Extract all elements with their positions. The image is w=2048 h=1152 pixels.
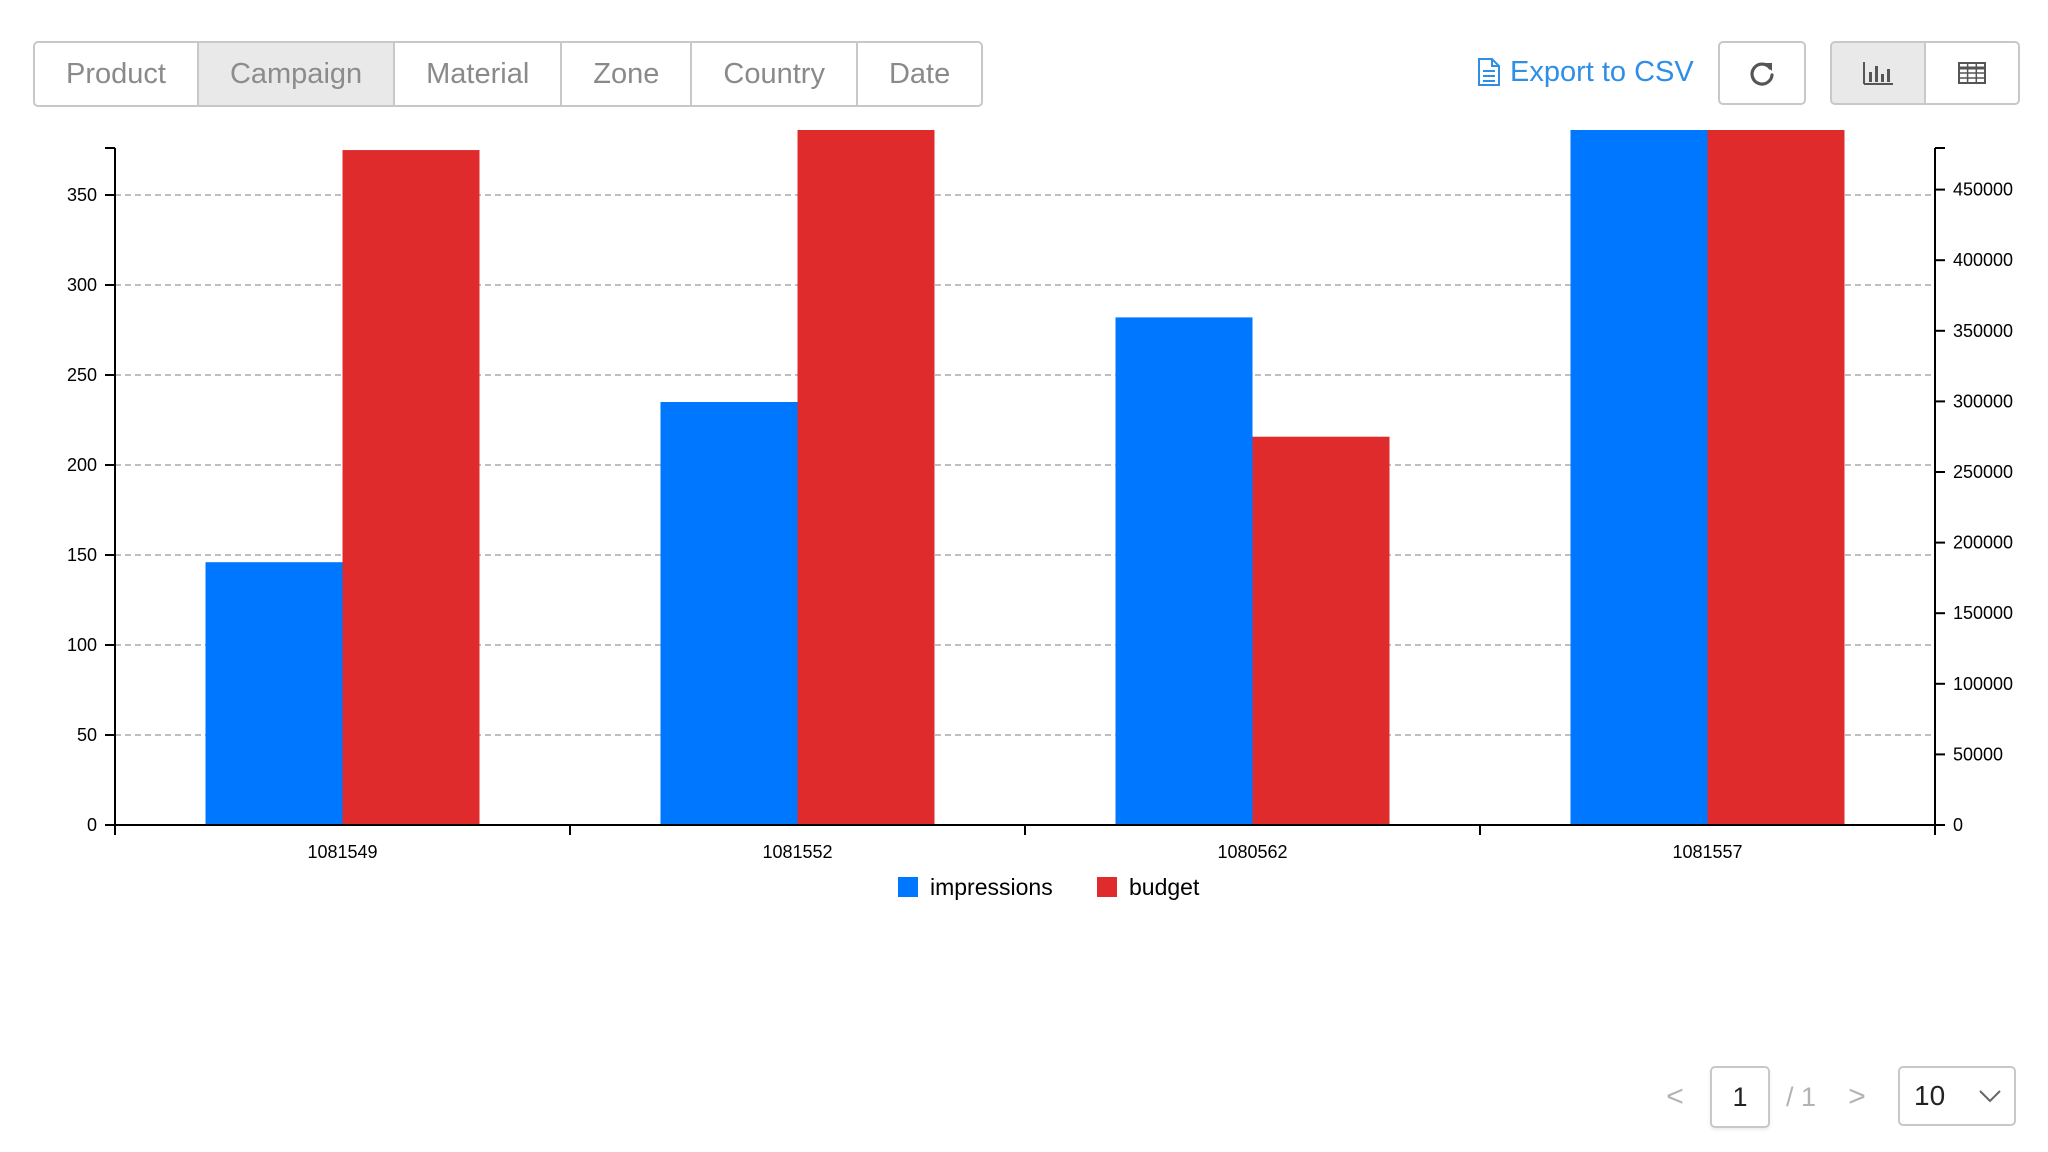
left-tick-label: 200 <box>67 455 97 475</box>
dimension-material-button[interactable]: Material <box>395 43 563 105</box>
legend-swatch-budget <box>1097 877 1117 897</box>
left-tick-label: 250 <box>67 365 97 385</box>
left-tick-label: 100 <box>67 635 97 655</box>
bar-budget-1080562 <box>1252 436 1390 825</box>
right-tick-label: 250000 <box>1953 462 2013 482</box>
page-number-input[interactable]: 1 <box>1710 1066 1770 1128</box>
bar-budget-1081552 <box>797 130 935 826</box>
refresh-icon <box>1750 62 1774 86</box>
right-tick-label: 50000 <box>1953 744 2003 764</box>
right-tick-label: 150000 <box>1953 603 2013 623</box>
right-tick-label: 400000 <box>1953 250 2013 270</box>
left-tick-label: 300 <box>67 275 97 295</box>
legend-label-impressions: impressions <box>930 874 1053 900</box>
prev-page-button[interactable]: < <box>1666 1080 1684 1113</box>
bar-chart-icon <box>1863 62 1893 85</box>
export-csv-link[interactable]: Export to CSV <box>1476 41 1694 103</box>
bar-impressions-1081552 <box>660 402 798 825</box>
bar-impressions-1080562 <box>1115 317 1253 825</box>
table-view-button[interactable] <box>1924 43 2018 103</box>
bar-budget-1081549 <box>342 150 480 826</box>
next-page-button[interactable]: > <box>1848 1080 1866 1113</box>
refresh-button[interactable] <box>1718 41 1806 105</box>
right-tick-label: 200000 <box>1953 533 2013 553</box>
dimension-zone-button[interactable]: Zone <box>562 43 693 105</box>
left-tick-label: 150 <box>67 545 97 565</box>
dimension-date-button[interactable]: Date <box>888 58 951 90</box>
right-tick-label: 300000 <box>1953 391 2013 411</box>
right-tick-label: 100000 <box>1953 674 2013 694</box>
chevron-down-icon <box>1979 1090 2001 1103</box>
legend-label-budget: budget <box>1129 874 1200 900</box>
dimension-country-button[interactable]: Country <box>692 43 858 105</box>
bar-budget-1081557 <box>1707 130 1845 826</box>
page-size-value: 10 <box>1914 1080 1946 1111</box>
bar-impressions-1081549 <box>205 562 343 825</box>
dimension-campaign-button[interactable]: Campaign <box>198 43 396 105</box>
legend-swatch-impressions <box>898 877 918 897</box>
bar-impressions-1081557 <box>1570 130 1708 825</box>
left-tick-label: 350 <box>67 185 97 205</box>
table-icon <box>1958 62 1986 84</box>
right-tick-label: 450000 <box>1953 180 2013 200</box>
export-csv-label: Export to CSV <box>1510 56 1694 88</box>
page-size-select[interactable]: 10 <box>1898 1066 2016 1126</box>
pagination: < 1 / 1 > <box>1650 1066 1882 1128</box>
x-tick-label: 1081549 <box>307 842 377 862</box>
x-tick-label: 1080562 <box>1217 842 1287 862</box>
document-icon <box>1478 58 1500 86</box>
view-mode-toggle <box>1830 41 2020 105</box>
x-tick-label: 1081552 <box>762 842 832 862</box>
chart-view-button[interactable] <box>1832 43 1924 103</box>
right-tick-label: 0 <box>1953 815 1963 835</box>
dimension-product-button[interactable]: Product <box>35 43 199 105</box>
dimension-button-group: Product Campaign Material Zone Country Date <box>33 41 984 107</box>
x-tick-label: 1081557 <box>1672 842 1742 862</box>
left-tick-label: 0 <box>87 815 97 835</box>
right-tick-label: 350000 <box>1953 321 2013 341</box>
bar-chart: 1081549 1081552 1080562 1081557 0 50 100 150 200… <box>67 130 2013 900</box>
page-total: / 1 <box>1786 1081 1817 1112</box>
left-tick-label: 50 <box>77 725 97 745</box>
